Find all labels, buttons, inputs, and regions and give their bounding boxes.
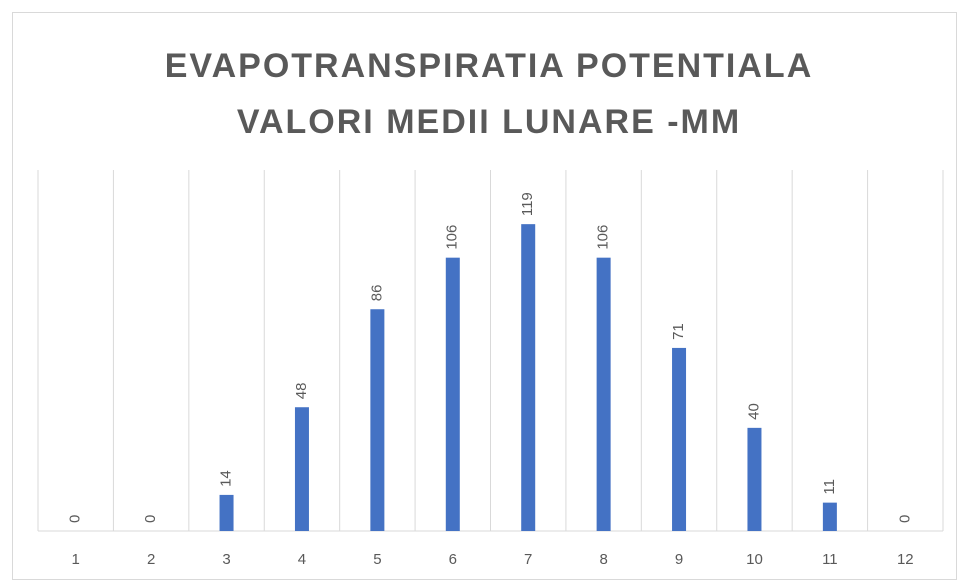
x-tick-label: 10 bbox=[746, 551, 763, 568]
x-tick-label: 7 bbox=[524, 551, 532, 568]
bar bbox=[747, 427, 762, 531]
x-tick-label: 8 bbox=[599, 551, 607, 568]
x-tick-label: 2 bbox=[147, 551, 155, 568]
x-tick-label: 4 bbox=[298, 551, 306, 568]
bar bbox=[219, 494, 234, 531]
data-label: 48 bbox=[293, 383, 310, 400]
data-label: 0 bbox=[67, 515, 84, 523]
bar bbox=[294, 407, 309, 531]
data-label: 11 bbox=[821, 479, 838, 495]
data-label: 86 bbox=[368, 285, 385, 302]
bar bbox=[445, 257, 460, 531]
bar bbox=[370, 309, 385, 531]
data-label: 71 bbox=[670, 323, 687, 340]
data-label: 14 bbox=[218, 470, 235, 487]
data-label: 106 bbox=[595, 225, 612, 250]
x-tick-label: 12 bbox=[897, 551, 914, 568]
x-tick-label: 6 bbox=[449, 551, 457, 568]
bar bbox=[596, 257, 611, 531]
bar bbox=[672, 347, 687, 531]
chart-border bbox=[12, 12, 957, 580]
data-label: 106 bbox=[444, 225, 461, 250]
data-label: 0 bbox=[896, 515, 913, 523]
bar bbox=[822, 502, 837, 531]
x-tick-label: 5 bbox=[373, 551, 381, 568]
data-label: 119 bbox=[519, 192, 536, 216]
x-tick-label: 11 bbox=[822, 551, 838, 568]
data-label: 40 bbox=[745, 403, 762, 420]
x-tick-label: 9 bbox=[675, 551, 683, 568]
bar bbox=[521, 224, 536, 531]
x-tick-label: 3 bbox=[222, 551, 230, 568]
data-label: 0 bbox=[142, 515, 159, 523]
x-tick-label: 1 bbox=[72, 551, 80, 568]
chart-title: EVAPOTRANSPIRATIA POTENTIALA VALORI MEDI… bbox=[164, 47, 814, 141]
